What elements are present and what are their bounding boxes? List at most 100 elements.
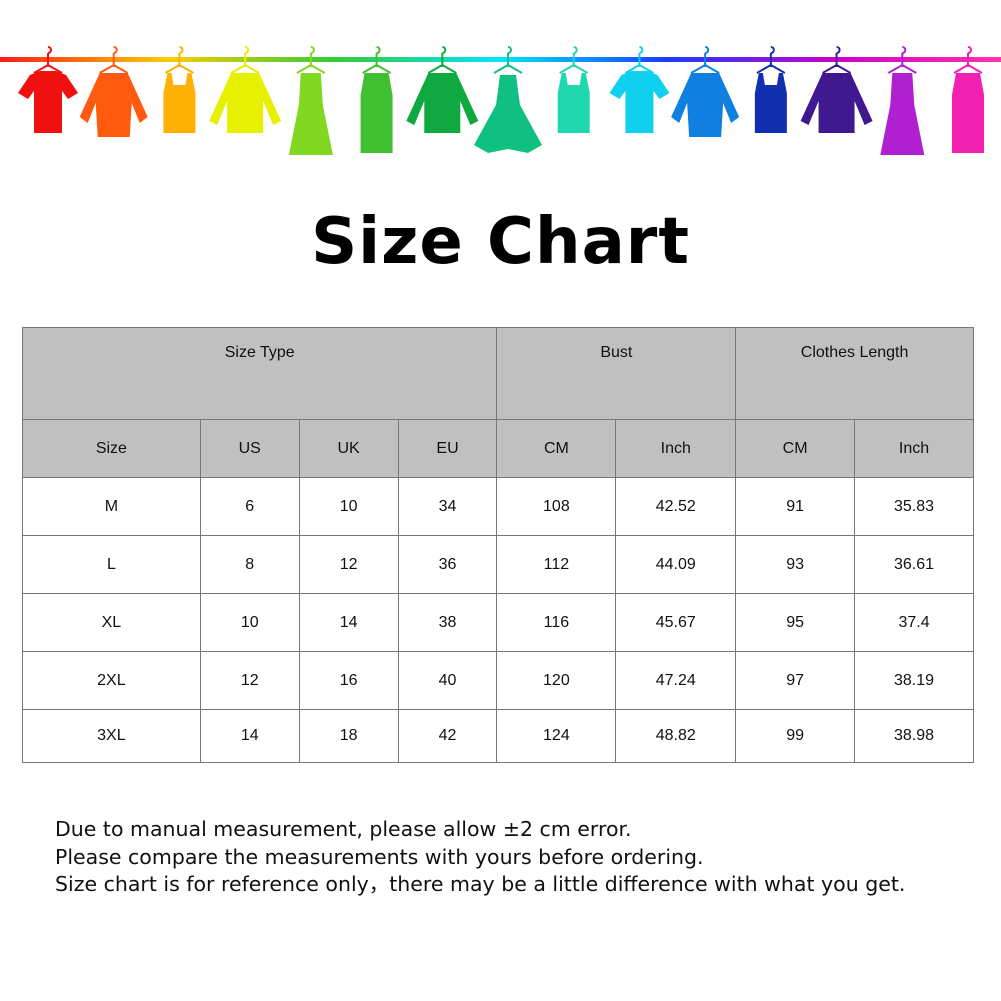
garment-shape (209, 73, 282, 133)
column-header: US (199, 419, 300, 478)
table-cell: 14 (199, 709, 300, 763)
table-cell: 124 (496, 709, 617, 763)
table-cell: 34 (397, 477, 498, 536)
garment-shape (360, 73, 393, 153)
column-header: Size (22, 419, 201, 478)
garment-shape (18, 71, 78, 133)
table-cell: 108 (496, 477, 617, 536)
garment-shape (754, 73, 787, 133)
page-title: Size Chart (311, 205, 690, 279)
table-cell: 36.61 (854, 535, 974, 594)
table-cell: 97 (735, 651, 856, 710)
group-header-row: Size Type Bust Clothes Length (21, 327, 974, 420)
notes: Due to manual measurement, please allow … (55, 816, 905, 899)
hanger-icon (99, 46, 129, 74)
hanger-icon (690, 46, 720, 74)
hanger-icon (296, 46, 326, 74)
table-cell: 37.4 (854, 593, 974, 652)
hanger-icon (427, 46, 457, 74)
size-chart-table: Size Type Bust Clothes Length Size US UK EU… (21, 327, 974, 763)
garment-shape (79, 73, 148, 137)
garment-shape (163, 73, 196, 133)
table-row: 3XL 14 18 42 124 48.82 99 38.98 (22, 709, 974, 763)
table-cell: 47.24 (615, 651, 737, 710)
clothing-gown-icon (474, 46, 542, 153)
column-header: EU (397, 419, 498, 478)
table-cell: 10 (298, 477, 399, 536)
hanger-icon (362, 46, 392, 74)
clothing-sweater-icon (800, 46, 873, 133)
clothing-shirt-icon (79, 46, 148, 137)
hanger-icon (887, 46, 917, 74)
column-header: Inch (854, 419, 974, 478)
hanger-icon (559, 46, 589, 74)
table-cell: 91 (735, 477, 856, 536)
table-cell: 3XL (22, 709, 201, 763)
group-header-size-type: Size Type (21, 327, 498, 420)
table-cell: 8 (199, 535, 300, 594)
column-header: CM (735, 419, 856, 478)
table-cell: 112 (496, 535, 617, 594)
table-cell: 38.98 (854, 709, 974, 763)
table-row: M 6 10 34 108 42.52 91 35.83 (22, 477, 974, 536)
clothing-belted-dress-icon (360, 46, 393, 153)
table-cell: 12 (298, 535, 399, 594)
clothing-dress-icon (288, 46, 333, 155)
garment-shape (880, 73, 925, 155)
table-cell: 12 (199, 651, 300, 710)
hanger-icon (230, 46, 260, 74)
table-cell: M (22, 477, 201, 536)
table-cell: 44.09 (615, 535, 737, 594)
table-cell: 116 (496, 593, 617, 652)
garment-shape (609, 71, 670, 133)
clothing-sweater-icon (209, 46, 282, 133)
hanger-icon (164, 46, 194, 74)
table-cell: 18 (298, 709, 399, 763)
clothing-shirt-icon (671, 46, 740, 137)
table-cell: 48.82 (615, 709, 737, 763)
table-cell: 6 (199, 477, 300, 536)
note-line: Please compare the measurements with you… (55, 844, 704, 869)
hanger-icon (493, 46, 523, 74)
garment-shape (406, 73, 479, 133)
clothes-rod (0, 57, 1001, 62)
clothing-tshirt-icon (18, 46, 78, 133)
garment-shape (474, 75, 542, 153)
garment-shape (671, 73, 740, 137)
column-header-row: Size US UK EU CM Inch CM Inch (22, 419, 974, 478)
table-cell: 16 (298, 651, 399, 710)
hanger-icon (33, 46, 63, 74)
table-cell: 14 (298, 593, 399, 652)
clothing-sweater-icon (406, 46, 479, 133)
clothing-tank-icon (557, 46, 590, 133)
garment-shape (557, 73, 590, 133)
column-header: Inch (615, 419, 737, 478)
table-cell: 120 (496, 651, 617, 710)
table-cell: 38 (397, 593, 498, 652)
clothing-tank-icon (163, 46, 196, 133)
clothing-tshirt-icon (609, 46, 670, 133)
garment-shape (288, 73, 333, 155)
table-cell: 38.19 (854, 651, 974, 710)
clothing-dress-icon (880, 46, 925, 155)
table-cell: 10 (199, 593, 300, 652)
table-cell: 95 (735, 593, 856, 652)
table-row: L 8 12 36 112 44.09 93 36.61 (22, 535, 974, 594)
table-cell: 99 (735, 709, 856, 763)
hanger-icon (624, 46, 654, 74)
table-cell: XL (22, 593, 201, 652)
hanger-icon (822, 46, 852, 74)
group-header-bust: Bust (496, 327, 737, 420)
table-cell: 35.83 (854, 477, 974, 536)
table-cell: 40 (397, 651, 498, 710)
clothing-tank-icon (754, 46, 787, 133)
note-line: Size chart is for reference only，there m… (55, 872, 906, 896)
hanger-icon (953, 46, 983, 74)
table-cell: L (22, 535, 201, 594)
group-header-clothes-length: Clothes Length (735, 327, 974, 420)
table-row: 2XL 12 16 40 120 47.24 97 38.19 (22, 651, 974, 710)
table-cell: 2XL (22, 651, 201, 710)
table-row: XL 10 14 38 116 45.67 95 37.4 (22, 593, 974, 652)
table-cell: 45.67 (615, 593, 737, 652)
table-cell: 42 (397, 709, 498, 763)
